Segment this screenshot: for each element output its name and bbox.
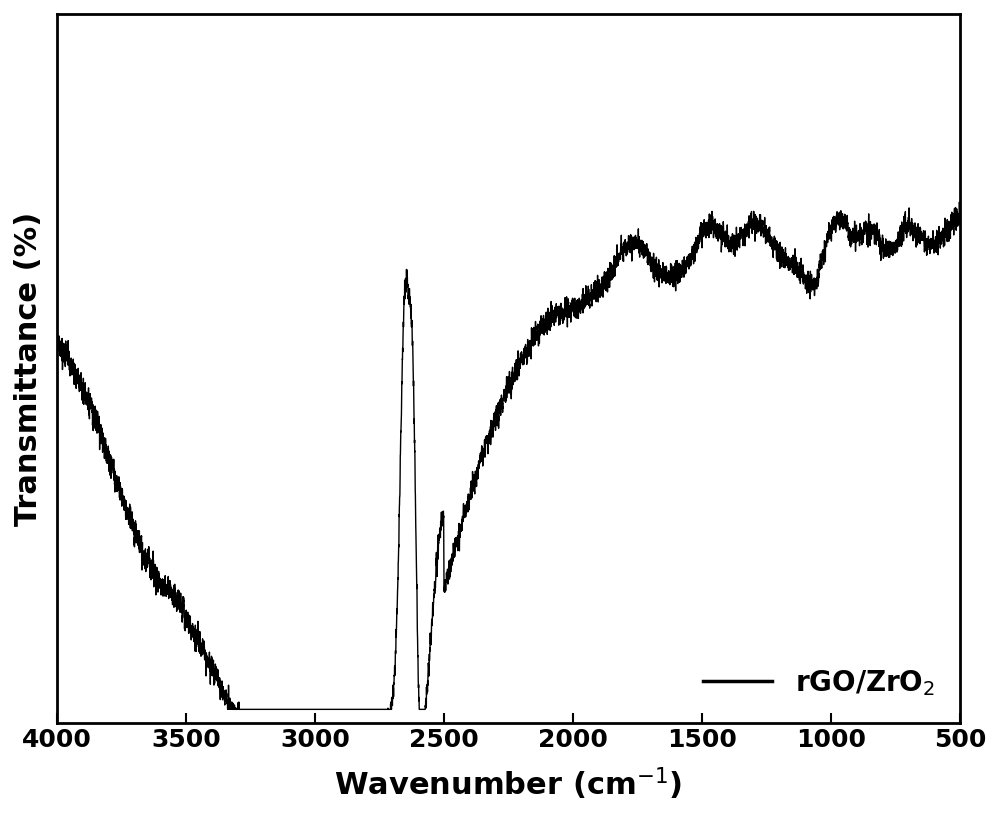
X-axis label: Wavenumber (cm$^{-1}$): Wavenumber (cm$^{-1}$) — [334, 765, 682, 802]
Legend: rGO/ZrO$_2$: rGO/ZrO$_2$ — [692, 657, 946, 709]
Y-axis label: Transmittance (%): Transmittance (%) — [14, 211, 43, 526]
